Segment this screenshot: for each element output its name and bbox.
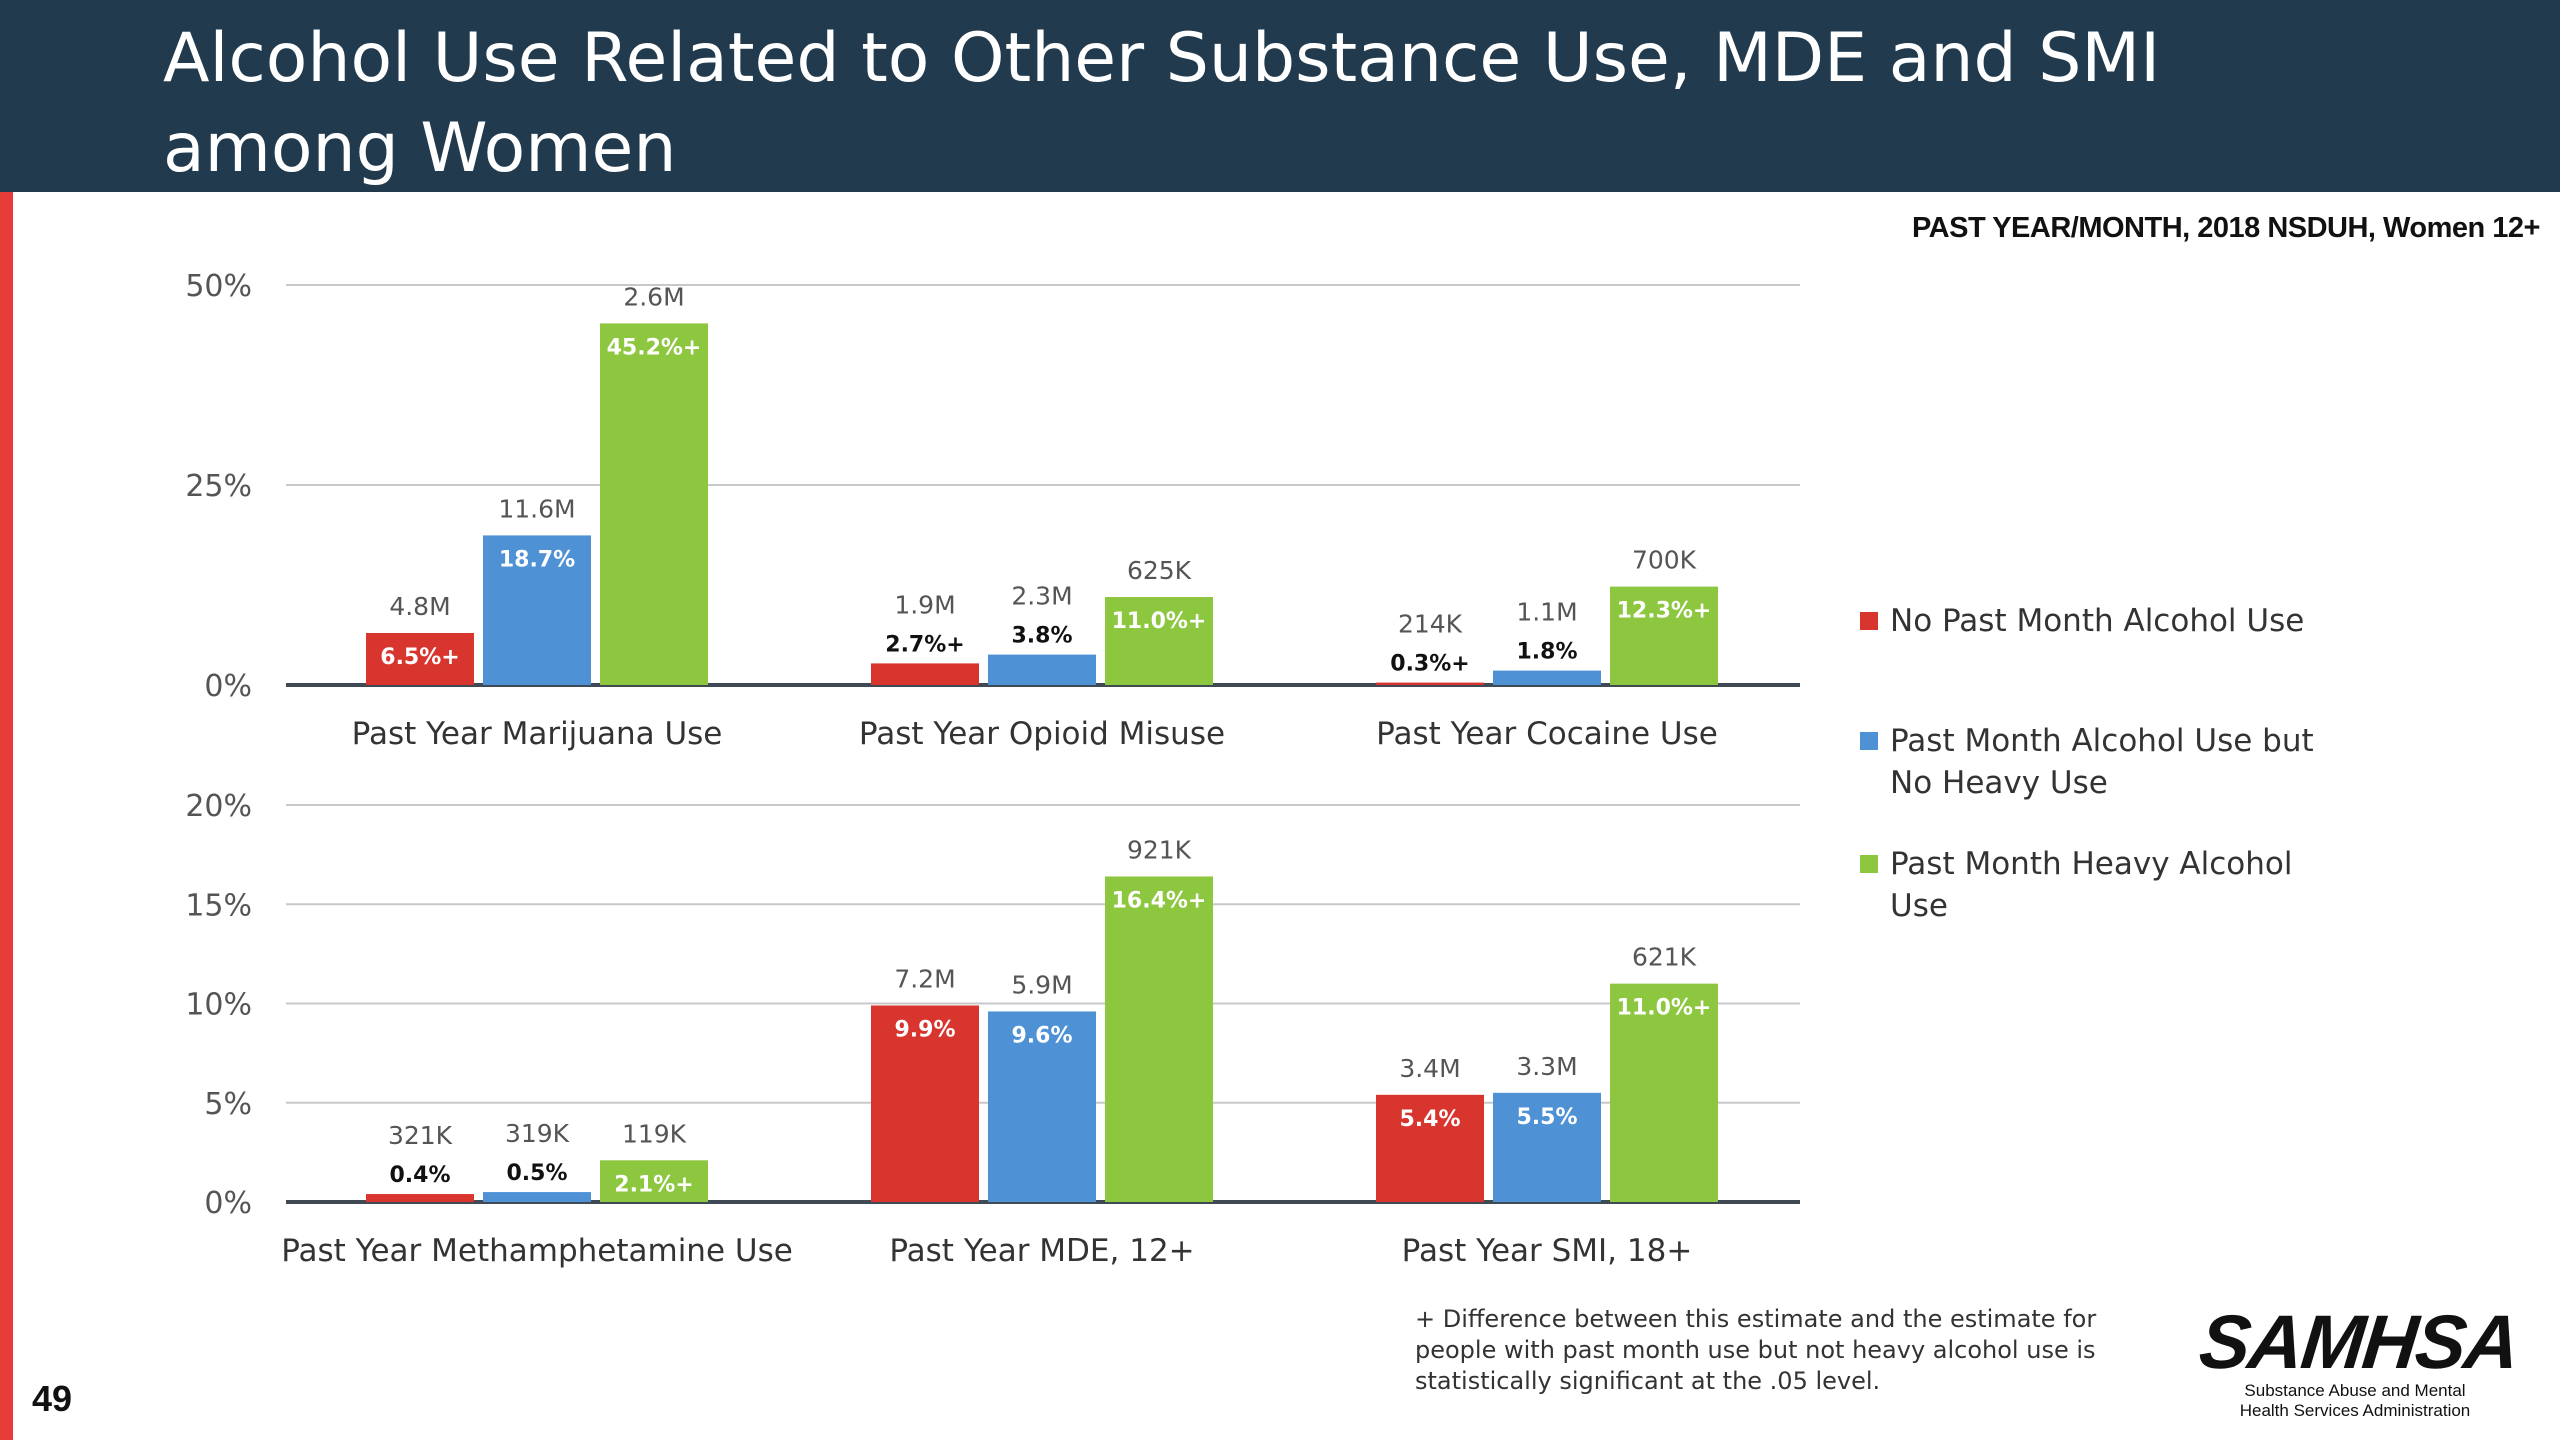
bar-count-label: 4.8M — [389, 592, 450, 621]
y-tick-label: 0% — [204, 669, 252, 704]
bar — [871, 663, 979, 685]
y-tick-label: 10% — [185, 988, 252, 1023]
category-label: Past Year Marijuana Use — [352, 716, 723, 752]
bar-value-label: 18.7% — [499, 547, 575, 572]
bar-value-label: 1.8% — [1516, 640, 1577, 665]
bar — [366, 633, 474, 685]
source-note: PAST YEAR/MONTH, 2018 NSDUH, Women 12+ — [1911, 212, 2541, 244]
bar-count-label: 319K — [505, 1119, 570, 1148]
bar-value-label: 6.5%+ — [380, 645, 459, 670]
bar-value-label: 2.1%+ — [614, 1172, 693, 1197]
bar-count-label: 5.9M — [1011, 970, 1072, 999]
y-tick-label: 50% — [185, 269, 252, 304]
bar — [483, 1192, 591, 1202]
bar — [600, 1160, 708, 1202]
bar — [1105, 876, 1213, 1202]
bar-count-label: 700K — [1632, 546, 1697, 575]
legend-label: No Past Month Alcohol Use — [1890, 603, 2305, 639]
samhsa-logo: SAMHSA Substance Abuse and Mental Health… — [2196, 1300, 2522, 1421]
bar-value-label: 11.0%+ — [1617, 996, 1712, 1021]
bar-value-label: 11.0%+ — [1112, 609, 1207, 634]
footnote-line: + Difference between this estimate and t… — [1415, 1305, 2097, 1333]
bar-value-label: 45.2%+ — [607, 335, 702, 360]
legend-label: Past Month Alcohol Use but No Heavy Use — [1890, 723, 2314, 801]
legend-item: Past Month Alcohol Use but No Heavy Use — [1860, 720, 2350, 804]
bar-count-label: 2.6M — [623, 282, 684, 311]
y-tick-label: 25% — [185, 469, 252, 504]
category-label: Past Year Methamphetamine Use — [281, 1233, 793, 1269]
slide-header: Alcohol Use Related to Other Substance U… — [0, 0, 2560, 192]
bar-count-label: 214K — [1398, 610, 1463, 639]
y-tick-label: 0% — [204, 1186, 252, 1221]
bar-count-label: 3.4M — [1399, 1054, 1460, 1083]
bar-value-label: 0.4% — [389, 1163, 450, 1188]
bar — [988, 1011, 1096, 1202]
bar — [1610, 983, 1718, 1202]
bar-value-label: 3.8% — [1011, 624, 1072, 649]
y-tick-label: 20% — [185, 789, 252, 824]
bar — [483, 535, 591, 685]
y-tick-label: 5% — [204, 1087, 252, 1122]
bar-count-label: 1.1M — [1516, 598, 1577, 627]
legend-swatch — [1860, 612, 1878, 630]
legend-label: Past Month Heavy Alcohol Use — [1890, 846, 2293, 924]
page-number: 49 — [32, 1378, 73, 1419]
category-label: Past Year Opioid Misuse — [859, 716, 1225, 752]
category-label: Past Year MDE, 12+ — [889, 1233, 1194, 1269]
bar-value-label: 9.9% — [894, 1017, 955, 1042]
bar — [1376, 1094, 1484, 1202]
bar — [1493, 1092, 1601, 1202]
bar — [1105, 597, 1213, 685]
bar-count-label: 2.3M — [1011, 582, 1072, 611]
bar — [1610, 586, 1718, 685]
bar-count-label: 3.3M — [1516, 1052, 1577, 1081]
bar — [1493, 670, 1601, 685]
bar-count-label: 321K — [388, 1121, 453, 1150]
accent-stripe — [0, 0, 13, 1440]
bar-value-label: 16.4%+ — [1112, 888, 1207, 913]
logo-wordmark: SAMHSA — [2195, 1300, 2522, 1385]
bar-value-label: 5.5% — [1516, 1105, 1577, 1130]
bar-count-label: 7.2M — [894, 964, 955, 993]
bar-count-label: 1.9M — [894, 590, 955, 619]
category-label: Past Year SMI, 18+ — [1402, 1233, 1693, 1269]
bar-value-label: 2.7%+ — [885, 632, 964, 657]
legend-swatch — [1860, 732, 1878, 750]
footnote-line: people with past month use but not heavy… — [1415, 1336, 2096, 1364]
legend-item: Past Month Heavy Alcohol Use — [1860, 843, 2350, 927]
bar-value-label: 5.4% — [1399, 1107, 1460, 1132]
bar-count-label: 625K — [1127, 556, 1192, 585]
bar — [600, 323, 708, 685]
bar-value-label: 9.6% — [1011, 1023, 1072, 1048]
bar-count-label: 11.6M — [498, 494, 575, 523]
footnote: + Difference between this estimate and t… — [1415, 1304, 2115, 1397]
bar-count-label: 621K — [1632, 943, 1697, 972]
bar — [1376, 682, 1484, 685]
logo-subtitle: Substance Abuse and Mental Health Servic… — [2239, 1381, 2471, 1420]
footnote-line: statistically significant at the .05 lev… — [1415, 1367, 1881, 1395]
bar-value-label: 12.3%+ — [1617, 599, 1712, 624]
bar-value-label: 0.3%+ — [1390, 652, 1469, 677]
bar-count-label: 119K — [622, 1119, 687, 1148]
bar-value-label: 0.5% — [506, 1161, 567, 1186]
legend-item: No Past Month Alcohol Use — [1860, 600, 2350, 642]
bar-count-label: 921K — [1127, 835, 1192, 864]
category-label: Past Year Cocaine Use — [1376, 716, 1718, 752]
bar — [988, 654, 1096, 685]
bar — [871, 1005, 979, 1202]
legend-swatch — [1860, 855, 1878, 873]
bar — [366, 1194, 474, 1202]
slide-title: Alcohol Use Related to Other Substance U… — [163, 19, 2161, 188]
y-tick-label: 15% — [185, 888, 252, 923]
